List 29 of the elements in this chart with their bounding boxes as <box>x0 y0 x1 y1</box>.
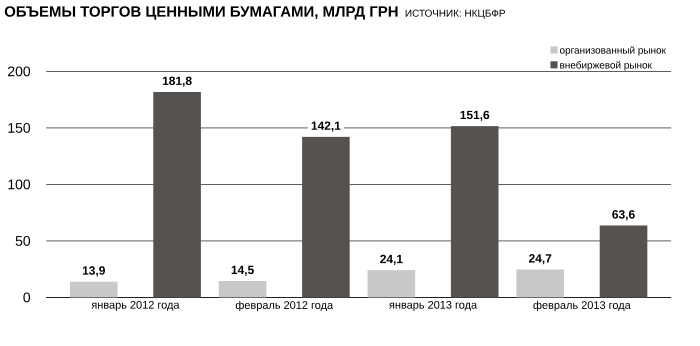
data-label: 13,9 <box>82 266 105 276</box>
x-tick-label: февраль 2012 года <box>236 300 334 312</box>
y-tick-label: 0 <box>23 292 30 302</box>
x-tick-label: февраль 2013 года <box>533 300 631 312</box>
x-tick-label: январь 2013 года <box>389 300 478 311</box>
legend-label: внебиржевой рынок <box>560 61 652 71</box>
x-tick-label: январь 2012 года <box>91 300 180 311</box>
data-label: 151,6 <box>460 110 490 121</box>
bar <box>70 282 118 298</box>
y-tick-label: 150 <box>8 122 30 133</box>
chart-title: ОБЪЕМЫ ТОРГОВ ЦЕННЫМИ БУМАГАМИ, МЛРД ГРН <box>4 6 398 20</box>
bar <box>450 126 499 298</box>
data-label: 181,8 <box>162 76 192 87</box>
y-tick-label: 200 <box>8 66 30 76</box>
data-label: 24,7 <box>528 254 552 264</box>
bar <box>516 270 564 298</box>
data-label: 14,5 <box>232 266 254 276</box>
text: ИСТОЧНИК: НКЦБФР <box>406 10 505 19</box>
bar <box>218 281 266 298</box>
y-tick-label: 50 <box>16 236 30 246</box>
bar <box>302 136 350 298</box>
data-label: 63,6 <box>612 210 635 220</box>
legend-label: организованный рынок <box>560 46 666 56</box>
y-tick-label: 100 <box>8 179 30 190</box>
data-label: 142,1 <box>312 121 341 132</box>
bar <box>600 226 648 298</box>
bar <box>368 270 416 298</box>
bar <box>153 92 201 298</box>
data-label: 24,1 <box>380 254 403 265</box>
